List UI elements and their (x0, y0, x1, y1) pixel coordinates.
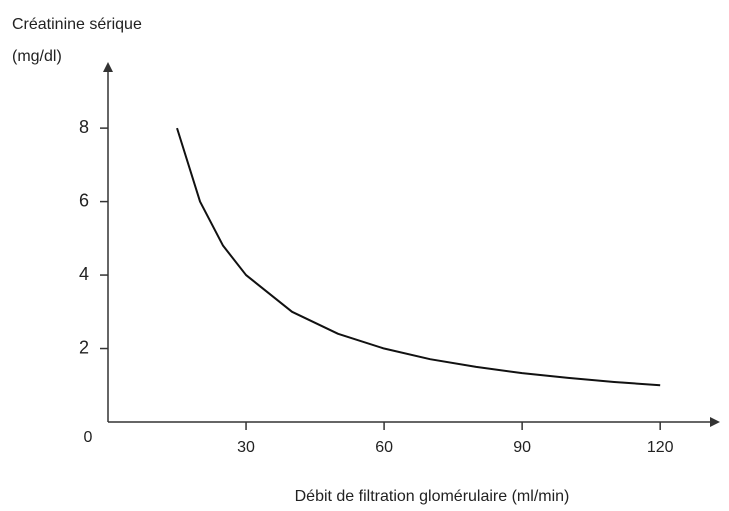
x-axis-label: Débit de filtration glomérulaire (ml/min… (295, 488, 570, 505)
x-tick-label: 90 (513, 439, 531, 456)
y-tick-label: 2 (79, 337, 89, 357)
x-axis-arrow (710, 417, 720, 427)
x-tick-label: 120 (647, 439, 674, 456)
origin-label: 0 (84, 429, 93, 446)
y-tick-label: 6 (79, 190, 89, 210)
x-tick-label: 60 (375, 439, 393, 456)
y-tick-label: 4 (79, 264, 89, 284)
y-axis-arrow (103, 62, 113, 72)
y-axis-label: (mg/dl) (12, 48, 62, 65)
line-series (176, 127, 661, 387)
chart-title: Créatinine sérique (12, 16, 142, 33)
y-tick-label: 8 (79, 117, 89, 137)
x-tick-label: 30 (237, 439, 255, 456)
